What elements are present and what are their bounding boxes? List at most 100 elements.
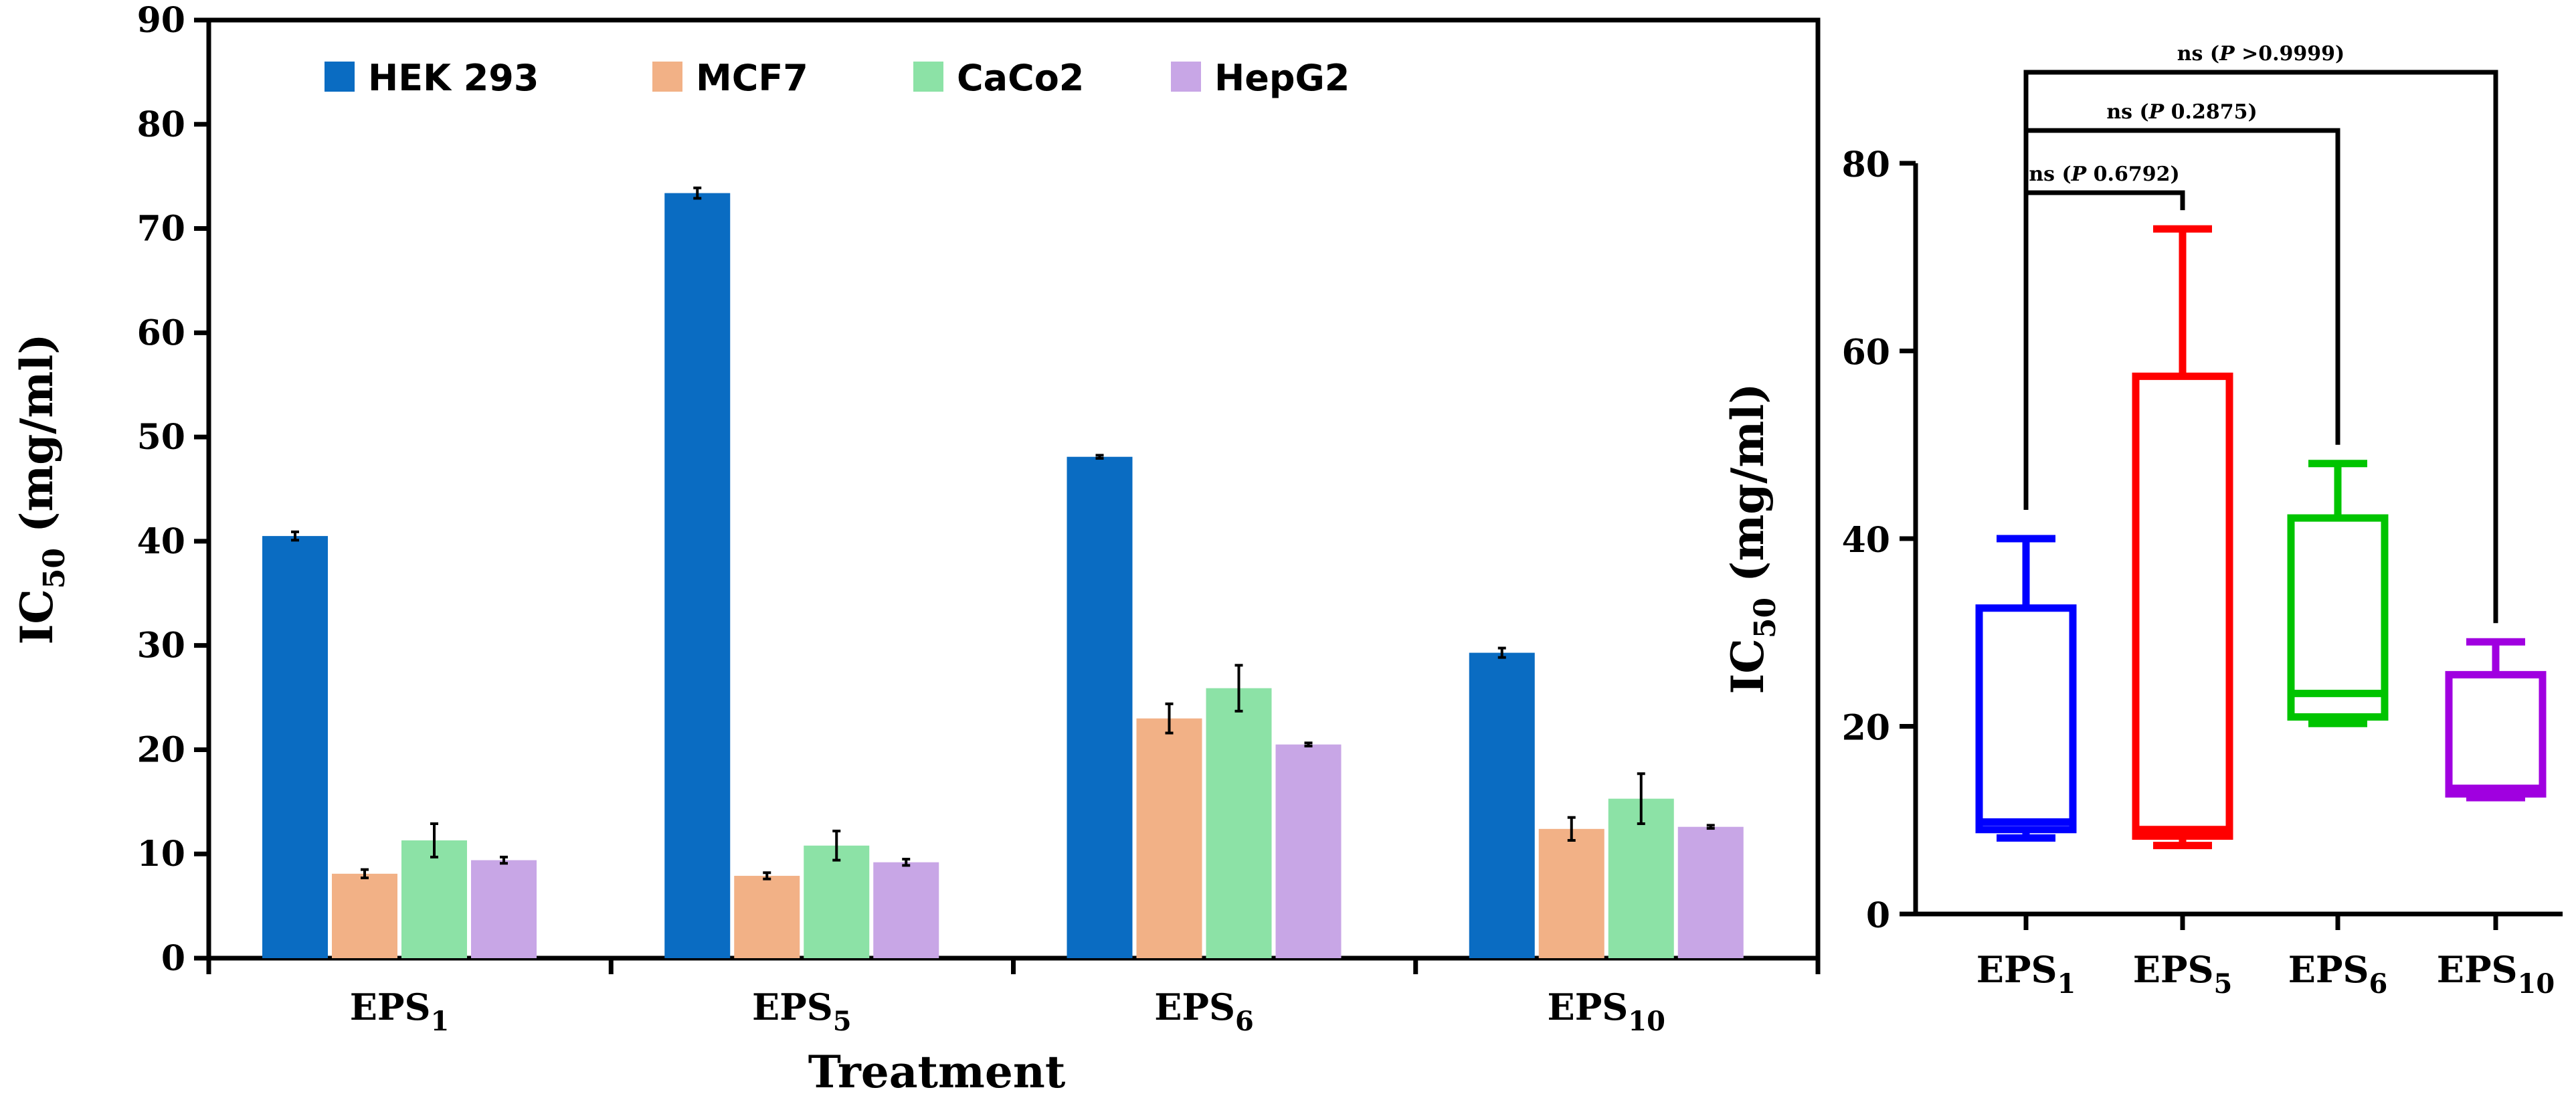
bar-y-axis-title-main: IC bbox=[11, 589, 63, 644]
box-y-tick-label: 20 bbox=[1842, 708, 1890, 749]
bar-x-tick-label: EPS1 bbox=[350, 986, 450, 1037]
significance-label: ns (P 0.6792) bbox=[2029, 163, 2179, 186]
significance-label-p: P bbox=[2219, 42, 2235, 66]
box-x-tick-label-sub: 10 bbox=[2518, 968, 2555, 1000]
bar bbox=[332, 873, 397, 958]
legend-swatch bbox=[652, 62, 682, 92]
bar-x-tick-label: EPS6 bbox=[1154, 986, 1254, 1037]
box-x-tick-label: EPS10 bbox=[2437, 948, 2555, 1000]
box-marks bbox=[1975, 225, 2547, 850]
box-x-tick-label: EPS5 bbox=[2133, 948, 2233, 1000]
box-x-axis: EPS1 EPS5 EPS6 EPS10 bbox=[1976, 914, 2555, 1000]
bar bbox=[664, 193, 731, 959]
bar-y-axis-title-unit: (mg/ml) bbox=[11, 333, 63, 547]
box-x-tick-label-main: EPS bbox=[2133, 948, 2214, 991]
bar-x-tick-label-main: EPS bbox=[350, 986, 431, 1028]
box-y-tick-label: 60 bbox=[1842, 333, 1890, 373]
bar-y-tick-label: 60 bbox=[137, 312, 185, 353]
box-x-tick-label: EPS6 bbox=[2288, 948, 2388, 1000]
significance-label-p: P bbox=[2148, 100, 2165, 124]
bar bbox=[1538, 828, 1604, 958]
bar-y-axis-title-sub: 50 bbox=[37, 548, 72, 589]
significance-label-value: >0.9999) bbox=[2235, 42, 2345, 66]
box-y-tick-label: 80 bbox=[1842, 145, 1890, 185]
significance-label-value: 0.6792) bbox=[2086, 163, 2179, 186]
bar-y-tick-label: 80 bbox=[137, 104, 185, 145]
box-y-axis: 0 20 40 60 80 bbox=[1842, 145, 1916, 936]
bar-y-axis-title: IC50 (mg/ml) bbox=[11, 333, 72, 644]
box-x-tick-label-main: EPS bbox=[1976, 948, 2057, 991]
legend-swatch bbox=[1171, 62, 1201, 92]
bar bbox=[1067, 456, 1133, 958]
box-y-tick-label: 40 bbox=[1842, 520, 1890, 561]
bar-x-axis: EPS1 EPS5 EPS6 EPS10 bbox=[206, 958, 1821, 1037]
significance-label-value: 0.2875) bbox=[2164, 100, 2257, 124]
box-x-tick-label-main: EPS bbox=[2437, 948, 2518, 991]
significance-label-p: P bbox=[2071, 163, 2088, 186]
bar-y-tick-label: 90 bbox=[137, 0, 185, 41]
box-x-tick-label-sub: 5 bbox=[2213, 968, 2232, 1000]
significance-label-prefix: ns ( bbox=[2177, 42, 2219, 66]
bar bbox=[734, 875, 800, 958]
box-x-tick-label-sub: 6 bbox=[2369, 968, 2387, 1000]
significance-label: ns (P 0.2875) bbox=[2106, 100, 2257, 124]
box bbox=[2445, 638, 2547, 802]
bar-x-axis-title: Treatment bbox=[808, 1046, 1066, 1096]
bar-x-tick-label-main: EPS bbox=[1154, 986, 1235, 1028]
box bbox=[1975, 535, 2077, 842]
bar-y-tick-label: 70 bbox=[137, 209, 185, 250]
bar-y-tick-label: 0 bbox=[161, 938, 185, 979]
bar bbox=[1608, 798, 1674, 958]
bar-x-tick-label: EPS10 bbox=[1548, 986, 1665, 1037]
bar bbox=[1469, 652, 1535, 958]
bar-x-tick-label-sub: 5 bbox=[833, 1006, 852, 1037]
bar-y-tick-label: 50 bbox=[137, 417, 185, 458]
significance-label: ns (P >0.9999) bbox=[2177, 42, 2345, 66]
bar-x-tick-label: EPS5 bbox=[752, 986, 852, 1037]
box-y-axis-title: IC50 (mg/ml) bbox=[1722, 383, 1782, 694]
bar bbox=[804, 845, 870, 958]
bar-y-tick-label: 40 bbox=[137, 521, 185, 562]
bar-y-tick-label: 10 bbox=[137, 834, 185, 875]
box-x-tick-label: EPS1 bbox=[1976, 948, 2076, 1000]
bar bbox=[1677, 826, 1744, 958]
bar bbox=[1206, 688, 1272, 958]
box-y-tick-label: 0 bbox=[1866, 895, 1890, 936]
significance-brackets: ns (P 0.6792)ns (P 0.2875)ns (P >0.9999) bbox=[2023, 42, 2498, 624]
bar-x-tick-label-sub: 1 bbox=[430, 1006, 449, 1037]
bar bbox=[1275, 744, 1342, 958]
legend-swatch bbox=[913, 62, 943, 92]
box bbox=[2132, 225, 2233, 850]
significance-label-prefix: ns ( bbox=[2029, 163, 2071, 186]
significance-bracket bbox=[2023, 70, 2498, 624]
significance-label-prefix: ns ( bbox=[2106, 100, 2148, 124]
bar bbox=[471, 860, 537, 958]
bar-x-tick-label-main: EPS bbox=[1548, 986, 1629, 1028]
legend-swatch bbox=[325, 62, 355, 92]
box-y-axis-title-sub: 50 bbox=[1748, 598, 1782, 638]
bar-x-tick-label-main: EPS bbox=[752, 986, 833, 1028]
box-y-axis-title-main: IC bbox=[1722, 638, 1774, 694]
box-x-tick-label-sub: 1 bbox=[2057, 968, 2076, 1000]
bar-y-tick-label: 20 bbox=[137, 729, 185, 770]
legend-label: CaCo2 bbox=[957, 57, 1084, 99]
bar-x-tick-label-sub: 10 bbox=[1628, 1006, 1665, 1037]
bar bbox=[1136, 718, 1202, 958]
legend-label: HepG2 bbox=[1214, 57, 1350, 99]
box bbox=[2287, 460, 2389, 727]
legend-label: MCF7 bbox=[696, 57, 808, 99]
box-x-tick-label-main: EPS bbox=[2288, 948, 2369, 991]
bar-x-tick-label-sub: 6 bbox=[1235, 1006, 1254, 1037]
box-y-axis-title-unit: (mg/ml) bbox=[1722, 383, 1774, 597]
bar-y-axis: 0 10 20 30 40 50 60 70 80 90 bbox=[137, 0, 209, 979]
bar-y-tick-label: 30 bbox=[137, 626, 185, 666]
legend-label: HEK 293 bbox=[368, 57, 539, 99]
bar-marks bbox=[262, 186, 1744, 959]
bar-legend: HEK 293 MCF7 CaCo2 HepG2 bbox=[325, 57, 1350, 99]
bar bbox=[873, 862, 939, 958]
bar bbox=[401, 840, 467, 958]
bar bbox=[262, 536, 328, 958]
